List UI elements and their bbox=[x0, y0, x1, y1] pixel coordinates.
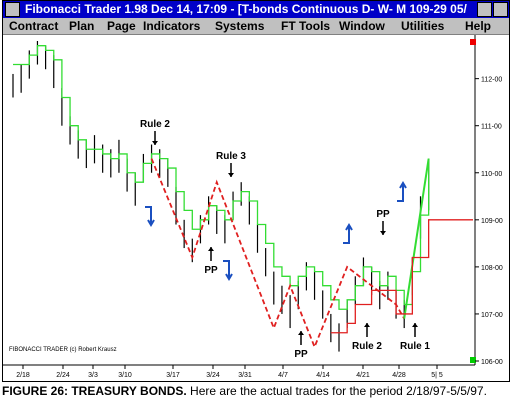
x-tick-label: 3/31 bbox=[238, 372, 252, 379]
green-trend-leg bbox=[403, 158, 430, 319]
x-tick-label: 2/24 bbox=[56, 372, 70, 379]
y-tick-label: 106-00 bbox=[481, 359, 503, 366]
menu-bar: Contract Plan Page Indicators Systems FT Tool… bbox=[3, 18, 509, 35]
title-bar: Fibonacci Trader 1.98 Dec 14, 17:09 - [T… bbox=[3, 1, 509, 18]
y-tick-label: 111-00 bbox=[481, 124, 502, 131]
annotation: Rule 1 bbox=[400, 341, 430, 352]
stop-line bbox=[330, 219, 473, 334]
y-tick-label: 107-00 bbox=[481, 312, 503, 319]
menu-item[interactable]: Utilities bbox=[401, 19, 445, 33]
x-tick-label: 3/3 bbox=[88, 372, 98, 379]
x-tick-label: 3/24 bbox=[206, 372, 220, 379]
arrow-head bbox=[412, 323, 418, 327]
x-tick-label: 5| 5 bbox=[431, 372, 443, 379]
annotation: PP bbox=[294, 349, 308, 360]
annotation: Rule 2 bbox=[352, 341, 382, 352]
arrow-head bbox=[380, 231, 386, 235]
trade-arrow bbox=[223, 260, 233, 281]
x-tick-label: 4/7 bbox=[278, 372, 288, 379]
corner-marker bbox=[470, 39, 476, 45]
trade-arrow bbox=[343, 223, 353, 244]
annotation: Rule 2 bbox=[140, 119, 170, 130]
x-tick-label: 3/10 bbox=[118, 372, 132, 379]
x-tick-label: 4/21 bbox=[356, 372, 370, 379]
y-tick-label: 110-00 bbox=[481, 171, 502, 178]
annotation: PP bbox=[376, 209, 390, 220]
arrow-head bbox=[298, 331, 304, 335]
arrow-head bbox=[364, 323, 370, 327]
menu-item[interactable]: FT Tools bbox=[281, 19, 331, 33]
menu-item[interactable]: Indicators bbox=[143, 19, 201, 33]
menu-item[interactable]: Window bbox=[339, 19, 385, 33]
menu-item[interactable]: Help bbox=[465, 19, 492, 33]
copyright: FIBONACCI TRADER (c) Robert Krausz bbox=[9, 347, 117, 353]
swing-line bbox=[150, 158, 405, 350]
x-tick-label: 3/17 bbox=[166, 372, 180, 379]
y-tick-label: 112-00 bbox=[481, 77, 502, 84]
caption-label: FIGURE 26: TREASURY BONDS. bbox=[2, 384, 187, 398]
menu-item[interactable]: Contract bbox=[9, 19, 59, 33]
system-menu-button[interactable] bbox=[5, 2, 20, 17]
window-title: Fibonacci Trader 1.98 Dec 14, 17:09 - [T… bbox=[25, 2, 467, 16]
menu-item[interactable]: Page bbox=[107, 19, 136, 33]
x-tick-label: 2/18 bbox=[16, 372, 30, 379]
y-tick-label: 109-00 bbox=[481, 218, 503, 225]
app-window: Fibonacci Trader 1.98 Dec 14, 17:09 - [T… bbox=[2, 0, 510, 382]
x-tick-label: 4/14 bbox=[316, 372, 330, 379]
annotation: Rule 3 bbox=[216, 151, 246, 162]
chart-background bbox=[3, 35, 509, 381]
trade-arrow bbox=[145, 206, 155, 227]
annotation: PP bbox=[204, 265, 218, 276]
arrow-head bbox=[208, 247, 214, 251]
arrow-head bbox=[228, 173, 234, 177]
maximize-button[interactable] bbox=[493, 2, 508, 17]
x-tick-label: 4/28 bbox=[392, 372, 406, 379]
minimize-button[interactable] bbox=[477, 2, 492, 17]
trade-arrow bbox=[397, 181, 407, 202]
chart: FIBONACCI TRADER (c) Robert Krausz 112-0… bbox=[3, 35, 509, 381]
menu-item[interactable]: Plan bbox=[69, 19, 95, 33]
y-tick-label: 108-00 bbox=[481, 265, 503, 272]
menu-item[interactable]: Systems bbox=[215, 19, 265, 33]
caption-text: Here are the actual trades for the perio… bbox=[190, 384, 487, 398]
caption: FIGURE 26: TREASURY BONDS. Here are the … bbox=[2, 384, 487, 398]
corner-marker bbox=[470, 357, 476, 363]
arrow-head bbox=[152, 141, 158, 145]
